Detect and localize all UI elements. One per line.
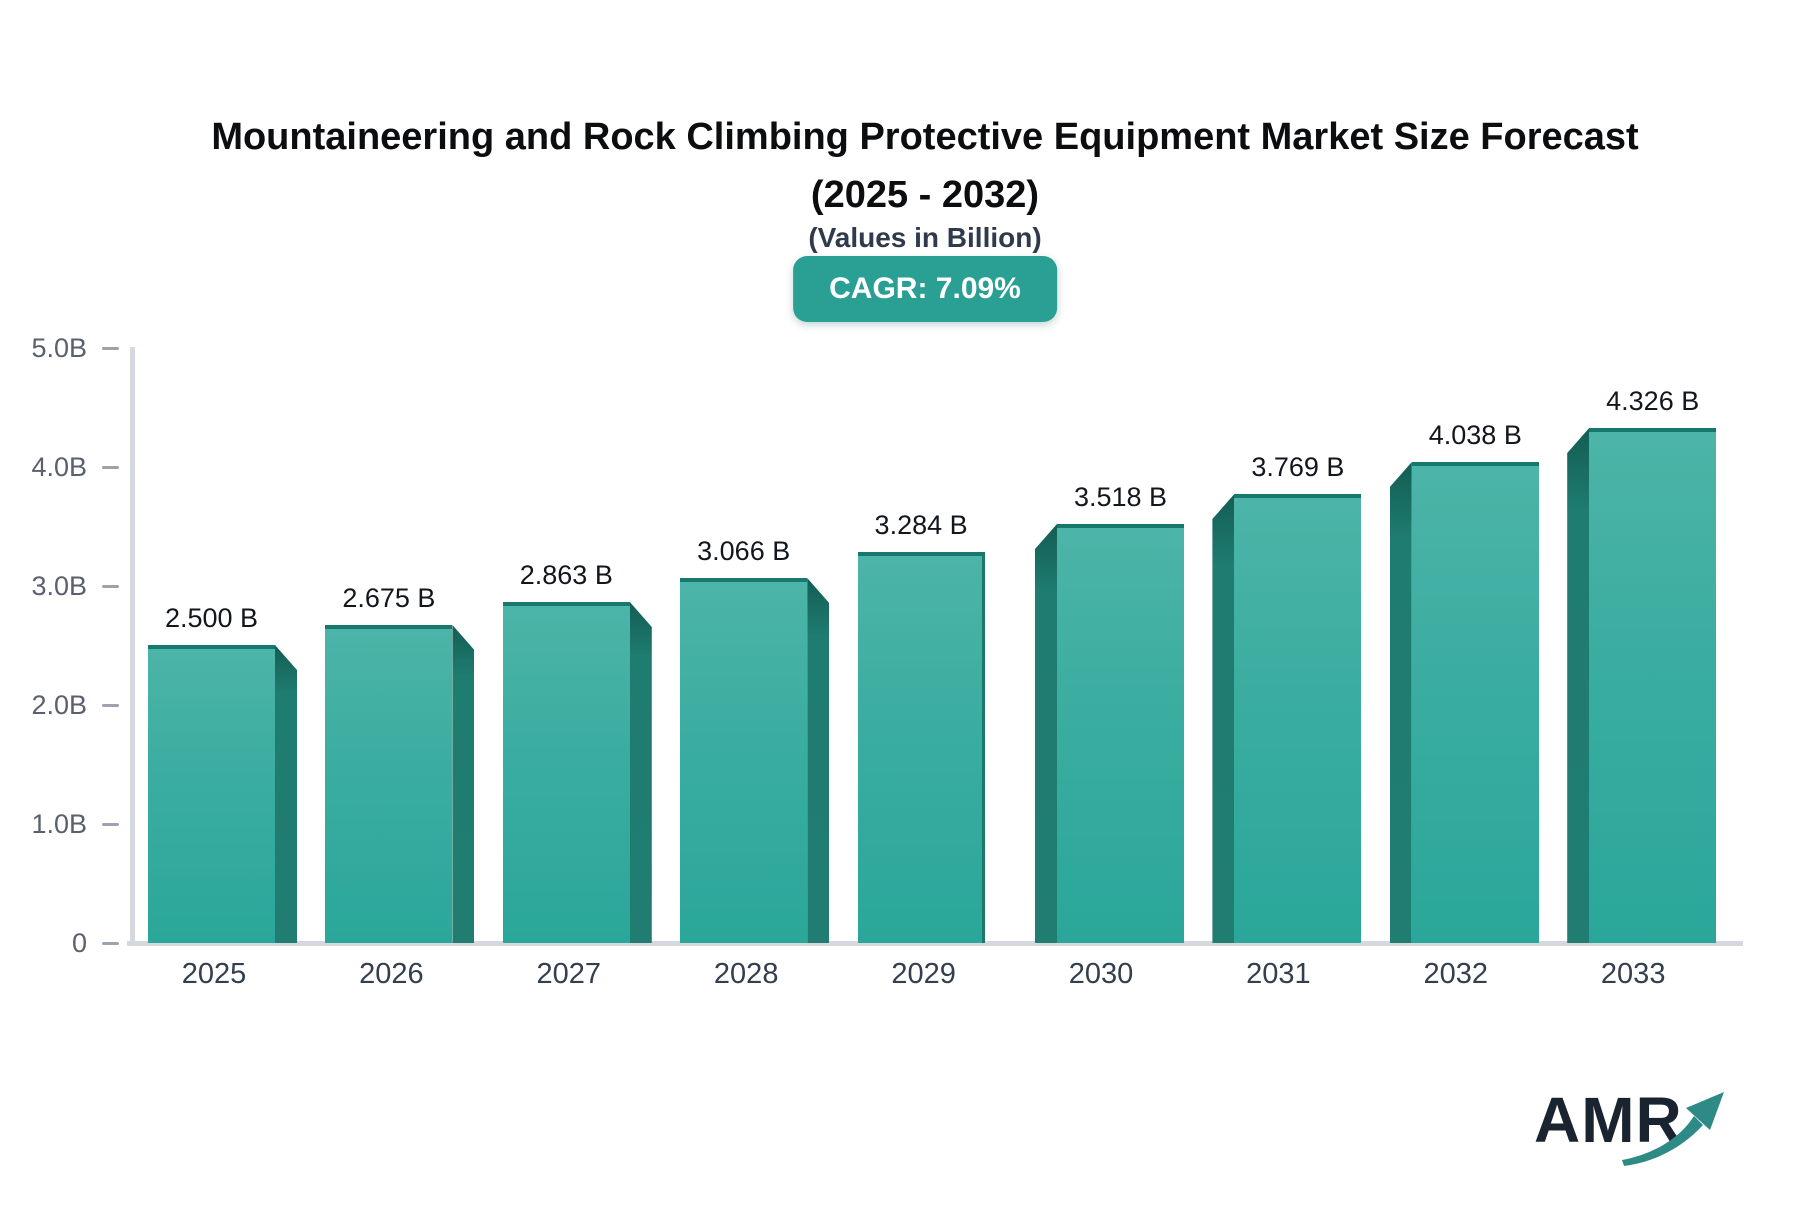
amr-logo-text: AMR xyxy=(1534,1084,1683,1156)
bar-top-edge xyxy=(325,625,453,629)
bar-side-face xyxy=(1035,524,1057,943)
bar-2027[interactable] xyxy=(502,602,630,943)
y-axis-tick-label: 2.0B xyxy=(31,690,87,720)
cagr-badge: CAGR: 7.09% xyxy=(793,256,1057,322)
x-axis-label-2030: 2030 xyxy=(1068,958,1134,990)
y-axis-tick-mark xyxy=(102,823,119,826)
bar-2032[interactable] xyxy=(1411,462,1539,943)
bar-side-face xyxy=(1212,494,1235,943)
x-axis-label-2025: 2025 xyxy=(181,958,247,990)
bar-top-edge xyxy=(1411,462,1539,466)
bar-2030[interactable] xyxy=(1057,524,1184,943)
growth-arrow-icon xyxy=(1622,1092,1724,1166)
bar-value-label: 2.863 B xyxy=(519,560,613,590)
y-axis-tick-mark xyxy=(102,466,119,469)
x-axis-label-2033: 2033 xyxy=(1600,958,1666,990)
bar-top-edge xyxy=(680,578,808,582)
bar-top-edge xyxy=(1234,494,1362,498)
y-axis-tick-label: 3.0B xyxy=(31,571,87,601)
bar-side-face xyxy=(1389,462,1412,943)
y-axis-tick-mark xyxy=(102,347,119,350)
bar-value-label: 4.038 B xyxy=(1428,420,1522,450)
bar-side-face xyxy=(452,625,475,943)
bar-side-face xyxy=(629,602,652,943)
x-axis-label-2026: 2026 xyxy=(359,958,424,990)
bar-value-label: 3.066 B xyxy=(697,536,791,566)
bar-value-label: 2.500 B xyxy=(164,603,259,633)
x-axis-label-2028: 2028 xyxy=(713,958,779,990)
y-axis-tick-mark xyxy=(102,704,119,707)
bar-side-face xyxy=(275,645,297,943)
x-axis-label-2031: 2031 xyxy=(1246,958,1311,990)
bar-2028[interactable] xyxy=(680,578,808,943)
x-axis-line xyxy=(127,941,1743,946)
bar-side-face xyxy=(807,578,830,943)
bar-top-edge xyxy=(857,552,985,556)
x-axis-label-2029: 2029 xyxy=(891,958,956,990)
y-axis-tick-label: 4.0B xyxy=(31,452,87,482)
chart-title: Mountaineering and Rock Climbing Protect… xyxy=(211,108,1638,224)
y-axis-line xyxy=(130,347,135,946)
bar-value-label: 4.326 B xyxy=(1606,386,1700,416)
bar-top-edge xyxy=(1057,524,1184,528)
bar-value-label: 3.518 B xyxy=(1073,482,1168,512)
chart-title-line2: (2025 - 2032) xyxy=(810,174,1040,216)
x-axis-label-2032: 2032 xyxy=(1423,958,1489,990)
bar-2026[interactable] xyxy=(325,625,453,943)
bar-value-label: 2.675 B xyxy=(342,583,436,613)
y-axis-tick-mark xyxy=(102,585,119,588)
chart-title-line1: Mountaineering and Rock Climbing Protect… xyxy=(211,116,1639,158)
bar-value-label: 3.769 B xyxy=(1251,452,1345,482)
y-axis-tick-label: 0 xyxy=(71,928,87,958)
bar-top-edge xyxy=(148,645,275,649)
bar-2029[interactable] xyxy=(857,552,985,943)
chart-subtitle: (Values in Billion) xyxy=(808,222,1042,253)
y-axis-tick-label: 1.0B xyxy=(31,809,87,839)
bar-top-edge xyxy=(1589,428,1717,432)
y-axis-tick-mark xyxy=(102,942,119,945)
bar-side-face xyxy=(1567,428,1590,943)
y-axis-tick-label: 5.0B xyxy=(31,333,87,363)
bar-value-label: 3.284 B xyxy=(874,510,968,540)
amr-logo: AMR xyxy=(1534,1088,1724,1172)
bar-2025[interactable] xyxy=(148,645,275,943)
x-axis-label-2027: 2027 xyxy=(536,958,602,990)
bar-right-edge xyxy=(981,552,985,943)
bar-2033[interactable] xyxy=(1589,428,1717,943)
bar-top-edge xyxy=(502,602,630,606)
bar-2031[interactable] xyxy=(1234,494,1362,943)
